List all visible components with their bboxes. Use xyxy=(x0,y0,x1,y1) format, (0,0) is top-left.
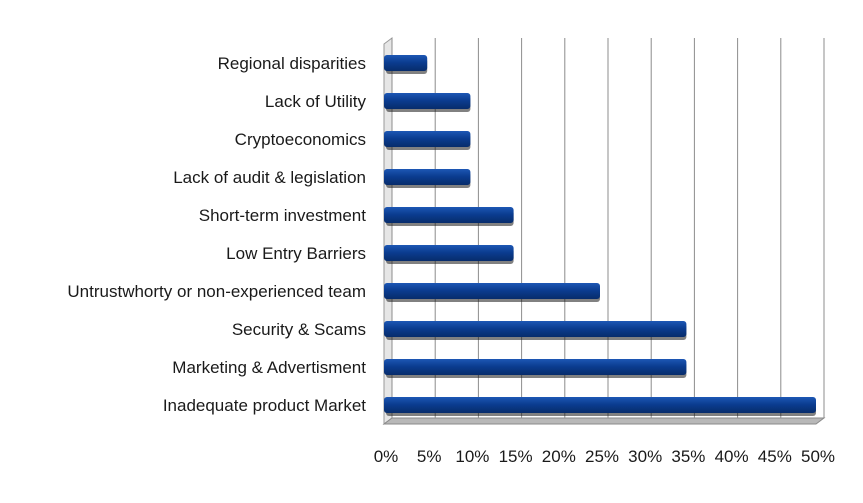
category-label: Inadequate product Market xyxy=(163,396,366,415)
bar xyxy=(384,131,471,147)
category-label: Security & Scams xyxy=(232,320,366,339)
x-tick-label: 45% xyxy=(758,447,792,466)
x-tick-label: 15% xyxy=(499,447,533,466)
x-tick-label: 40% xyxy=(715,447,749,466)
bar xyxy=(384,359,687,375)
bar xyxy=(384,245,514,261)
bar xyxy=(384,283,600,299)
category-label: Low Entry Barriers xyxy=(226,244,366,263)
bar xyxy=(384,93,471,109)
x-tick-label: 10% xyxy=(455,447,489,466)
category-label: Lack of audit & legislation xyxy=(173,168,366,187)
x-tick-label: 35% xyxy=(671,447,705,466)
category-label: Regional disparities xyxy=(218,54,366,73)
bar xyxy=(384,397,816,413)
category-label: Marketing & Advertisment xyxy=(172,358,366,377)
floor xyxy=(382,417,826,425)
x-tick-label: 20% xyxy=(542,447,576,466)
bar xyxy=(384,55,428,71)
bar xyxy=(384,169,471,185)
category-label: Lack of Utility xyxy=(265,92,367,111)
x-tick-label: 0% xyxy=(374,447,399,466)
category-label: Short-term investment xyxy=(199,206,366,225)
category-label: Cryptoeconomics xyxy=(235,130,366,149)
bar xyxy=(384,207,514,223)
bar xyxy=(384,321,687,337)
x-tick-label: 50% xyxy=(801,447,835,466)
x-tick-label: 5% xyxy=(417,447,442,466)
plot-area: Regional disparities Lack of Utility Crypt… xyxy=(67,37,835,466)
category-label: Untrustwhorty or non-experienced team xyxy=(67,282,366,301)
x-tick-label: 25% xyxy=(585,447,619,466)
x-tick-label: 30% xyxy=(628,447,662,466)
